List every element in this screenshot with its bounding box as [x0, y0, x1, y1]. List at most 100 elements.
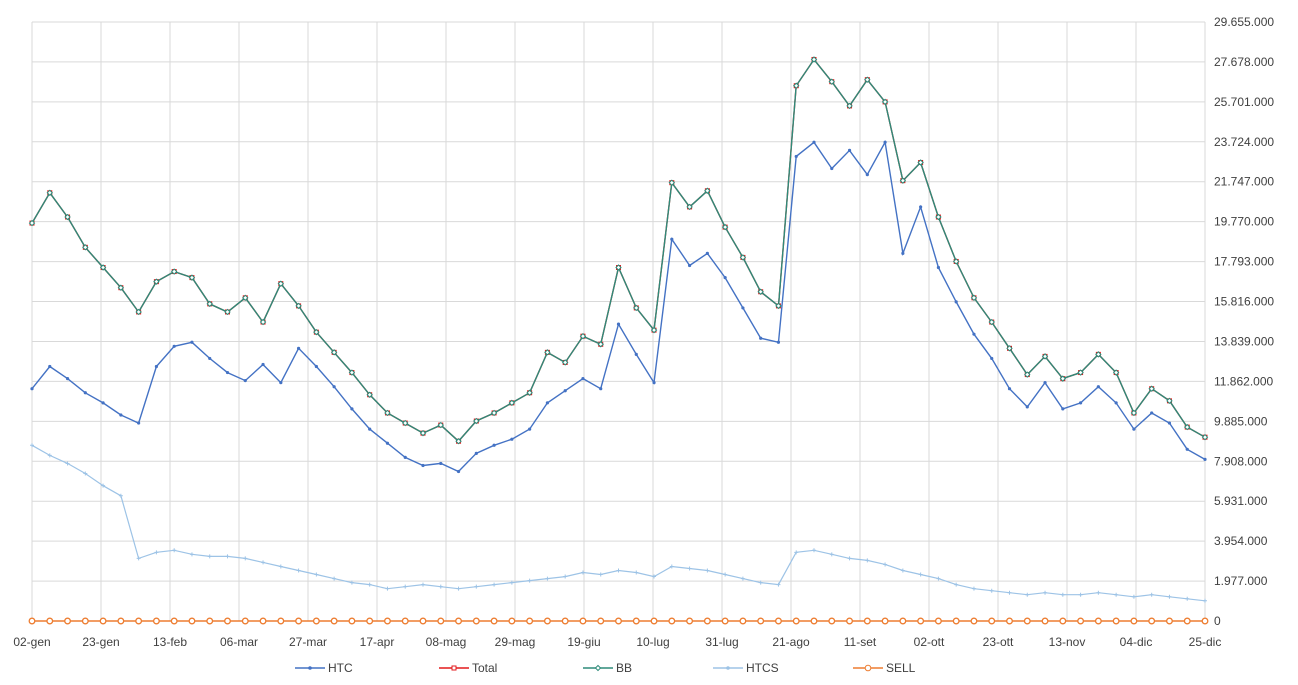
data-point [616, 322, 621, 326]
data-point [846, 617, 853, 625]
legend-marker [308, 666, 312, 670]
series-line-htc [31, 140, 1206, 473]
y-tick-label: 7.908.000 [1214, 454, 1268, 468]
x-tick-label: 23-ott [983, 635, 1014, 649]
legend-item-sell: SELL [853, 661, 916, 675]
data-point [243, 556, 248, 561]
data-point [332, 385, 336, 389]
data-point [508, 617, 516, 625]
data-point [615, 264, 622, 271]
data-point [1148, 385, 1155, 392]
data-point [1007, 590, 1012, 595]
data-point [740, 576, 745, 581]
data-point [865, 558, 870, 563]
data-point [705, 251, 709, 255]
data-point [741, 306, 745, 310]
data-point [970, 294, 978, 302]
data-point [899, 617, 907, 625]
legend-marker [726, 666, 730, 670]
data-point [919, 205, 923, 209]
legend-item-htc: HTC [295, 661, 353, 675]
data-point [918, 572, 923, 577]
data-point [954, 300, 958, 304]
y-tick-label: 13.839.000 [1214, 334, 1274, 348]
data-point [526, 617, 534, 625]
data-point [46, 189, 53, 196]
data-point [597, 341, 604, 348]
data-point [152, 617, 160, 625]
data-point [508, 399, 516, 407]
data-point [296, 568, 301, 573]
data-point [83, 391, 87, 395]
data-point [1023, 617, 1031, 625]
data-point [829, 552, 834, 557]
data-point [545, 401, 550, 405]
data-point [1131, 594, 1136, 599]
data-point [190, 340, 194, 344]
x-tick-label: 19-giu [567, 635, 600, 649]
data-point [936, 265, 941, 270]
legend-label: Total [472, 661, 497, 675]
y-tick-label: 27.678.000 [1214, 55, 1274, 69]
data-point [47, 453, 52, 458]
data-point [1184, 423, 1191, 431]
data-point [154, 550, 159, 555]
data-point [1043, 590, 1048, 595]
data-point [721, 223, 729, 231]
data-point [65, 377, 70, 381]
data-point [561, 617, 569, 625]
legend-marker [864, 664, 872, 672]
data-point [543, 617, 551, 625]
data-point [1112, 369, 1120, 376]
data-point [705, 568, 710, 573]
data-point [117, 617, 125, 625]
y-tick-label: 21.747.000 [1214, 175, 1274, 189]
data-point [917, 617, 925, 625]
data-point [330, 349, 338, 356]
data-point [883, 562, 888, 567]
data-point [687, 263, 692, 268]
data-point [1203, 457, 1207, 462]
data-point [865, 173, 869, 177]
data-point [188, 274, 196, 281]
data-point [455, 438, 462, 445]
data-point [172, 344, 176, 348]
data-point [687, 566, 692, 571]
data-point [794, 550, 799, 555]
data-point [261, 362, 265, 367]
data-point [46, 617, 54, 625]
data-point [277, 280, 285, 287]
data-point [668, 617, 676, 625]
data-point [332, 576, 337, 581]
data-point [1025, 592, 1030, 597]
data-point [1096, 385, 1100, 389]
x-tick-label: 25-dic [1189, 635, 1222, 649]
data-point [634, 352, 638, 356]
data-point [776, 340, 781, 344]
y-tick-label: 11.862.000 [1214, 374, 1273, 388]
data-point [847, 148, 852, 152]
data-point [1096, 590, 1101, 595]
data-point [421, 463, 425, 468]
data-point [899, 177, 907, 184]
data-point [403, 584, 408, 589]
data-point [1114, 401, 1118, 405]
data-point [812, 548, 816, 553]
data-point [28, 617, 36, 625]
data-point [1201, 433, 1209, 441]
data-point [652, 574, 657, 579]
data-point [1094, 617, 1102, 625]
y-tick-label: 5.931.000 [1214, 494, 1268, 508]
data-point [1025, 405, 1029, 409]
data-point [581, 377, 585, 381]
x-tick-label: 17-apr [360, 635, 395, 649]
data-point [580, 570, 585, 575]
data-point [703, 617, 711, 625]
data-point [597, 617, 605, 625]
x-axis-ticks: 02-gen 23-gen 13-feb 06-mar 27-mar 17-apr 08-m… [13, 635, 1221, 649]
data-point [847, 556, 852, 561]
y-axis-ticks: 0 1.977.000 3.954.000 5.931.000 7.908.000 9.8… [1214, 15, 1274, 628]
data-point [455, 617, 462, 625]
data-point [1007, 387, 1012, 391]
